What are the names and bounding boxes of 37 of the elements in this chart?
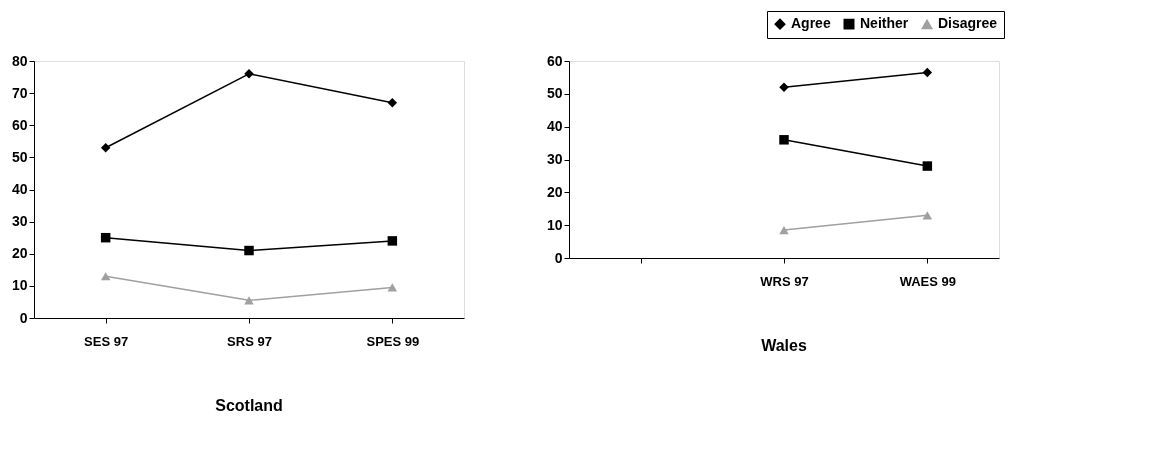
y-tick-label: 10 (546, 216, 563, 233)
text: Scotland (215, 397, 283, 414)
point (387, 98, 398, 108)
legend-label: Neither (860, 15, 909, 32)
x-tick-label: WAES 99 (899, 273, 957, 289)
x-tick-label: SES 97 (84, 333, 129, 349)
point (100, 232, 111, 243)
y-tick-label: 0 (19, 309, 28, 326)
y-tick-label: 10 (11, 277, 28, 294)
legend-label: Disagree (938, 15, 998, 32)
point (387, 236, 398, 246)
legend-label: Agree (791, 15, 831, 32)
point (100, 142, 111, 153)
x-tick-label: WRS 97 (760, 273, 809, 289)
y-tick-label: 80 (11, 52, 28, 69)
y-tick-label: 50 (546, 85, 563, 102)
y-tick-label: 0 (554, 249, 563, 266)
y-tick-label: 40 (11, 181, 28, 197)
point (922, 67, 933, 78)
point (244, 245, 254, 256)
point (779, 135, 789, 145)
y-tick-label: 30 (546, 151, 563, 167)
y-tick-label: 50 (11, 148, 28, 165)
y-tick-label: 20 (11, 245, 28, 262)
y-tick-label: 70 (11, 84, 28, 101)
point (100, 272, 111, 281)
point (387, 283, 398, 292)
x-tick-label: SRS 97 (227, 333, 272, 349)
y-tick-label: 30 (11, 213, 28, 230)
x-tick-label: SPES 99 (366, 333, 420, 349)
point (779, 82, 789, 93)
y-tick-label: 40 (546, 118, 563, 135)
y-tick-label: 20 (546, 183, 563, 200)
y-tick-label: 60 (11, 116, 28, 133)
text: Wales (761, 337, 807, 354)
y-tick-label: 60 (546, 52, 563, 69)
point (922, 161, 933, 171)
